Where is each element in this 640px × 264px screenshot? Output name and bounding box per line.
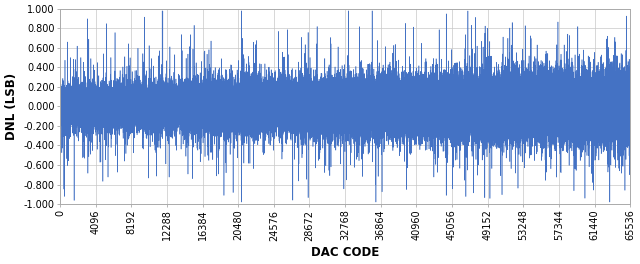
Y-axis label: DNL (LSB): DNL (LSB) [5,73,18,140]
X-axis label: DAC CODE: DAC CODE [311,246,380,259]
